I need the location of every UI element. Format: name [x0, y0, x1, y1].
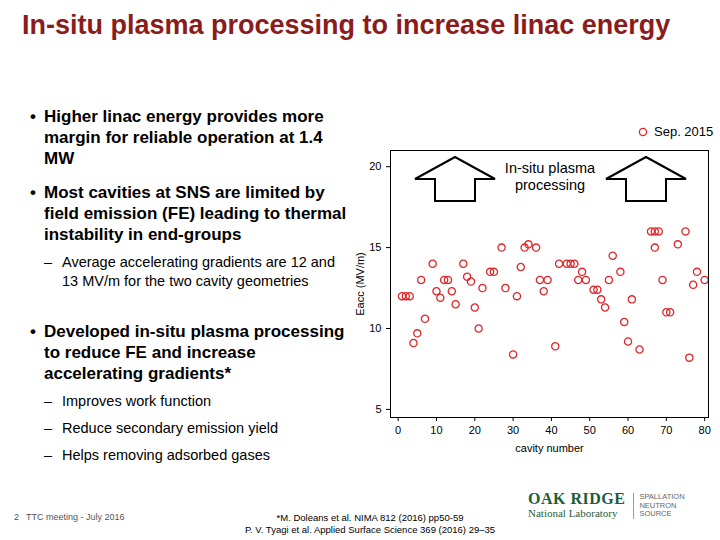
html-text:In-situ plasma processing: In-situ plasma processing	[504, 160, 596, 193]
html-text:Improves work function: Improves work function	[62, 393, 212, 409]
svg-text:cavity number: cavity number	[515, 442, 584, 454]
html-text:Developed in-situ plasma proce: Developed in-situ plasma processing to r…	[44, 322, 345, 383]
html-text:*M. Doleans et al. NIMA 812 (2: *M. Doleans et al. NIMA 812 (2016) pp50-…	[276, 512, 464, 523]
svg-text:50: 50	[584, 424, 596, 436]
svg-text:10: 10	[369, 322, 381, 334]
html-text:P. V. Tyagi et al. Applied Sur: P. V. Tyagi et al. Applied Surface Scien…	[244, 524, 496, 535]
html-text:Average accelerating gradients: Average accelerating gradients are 12 an…	[62, 254, 335, 289]
svg-text:15: 15	[369, 241, 381, 253]
svg-text:10: 10	[430, 424, 442, 436]
html-text:Sep. 2015: Sep. 2015	[654, 124, 714, 139]
html-text:National Laboratory: National Laboratory	[528, 507, 618, 519]
svg-text:5: 5	[375, 403, 381, 415]
html-text:2: 2	[14, 512, 19, 522]
html-text:Reduce secondary emission yiel: Reduce secondary emission yield	[62, 420, 278, 436]
html-text:SPALLATION: SPALLATION	[639, 492, 685, 502]
html-text:Most cavities at SNS are limit: Most cavities at SNS are limited by fiel…	[44, 183, 347, 244]
svg-text:30: 30	[507, 424, 519, 436]
html-text:SOURCE: SOURCE	[639, 509, 672, 519]
svg-text:80: 80	[699, 424, 711, 436]
svg-text:40: 40	[545, 424, 557, 436]
svg-text:Eacc (MV/m): Eacc (MV/m)	[354, 252, 366, 316]
html-text:In-situ plasma processing to i: In-situ plasma processing to increase li…	[22, 10, 671, 40]
svg-text:20: 20	[369, 160, 381, 172]
svg-text:60: 60	[622, 424, 634, 436]
svg-text:70: 70	[660, 424, 672, 436]
html-text:Higher linac energy provides m: Higher linac energy provides more margin…	[44, 107, 324, 168]
html-text:Helps removing adsorbed gases: Helps removing adsorbed gases	[62, 447, 270, 463]
svg-text:20: 20	[469, 424, 481, 436]
svg-text:0: 0	[395, 424, 401, 436]
html-text:OAK RIDGE: OAK RIDGE	[528, 490, 626, 507]
html-text:TTC meeting - July 2016: TTC meeting - July 2016	[26, 512, 125, 522]
html-text:NEUTRON: NEUTRON	[639, 500, 677, 510]
